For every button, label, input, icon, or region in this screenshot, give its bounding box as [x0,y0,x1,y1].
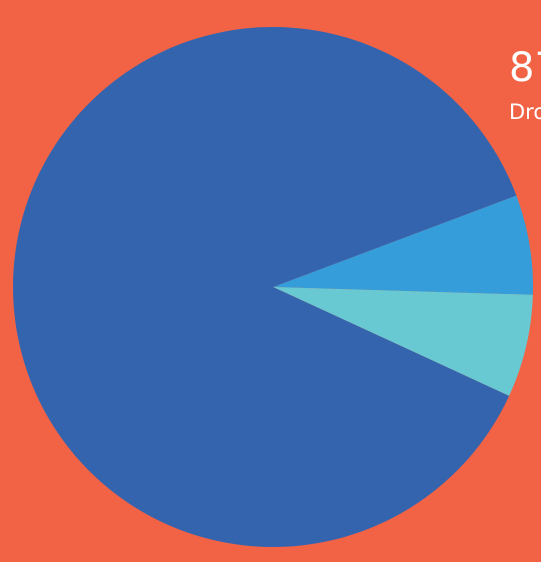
stat-label: Dro [509,100,541,124]
pie-slice-3 [13,26,517,547]
pie-slices [13,26,533,547]
stat-value: 87 [509,45,541,91]
pie-slice-2 [273,287,533,396]
pie-slice-1 [273,195,533,295]
